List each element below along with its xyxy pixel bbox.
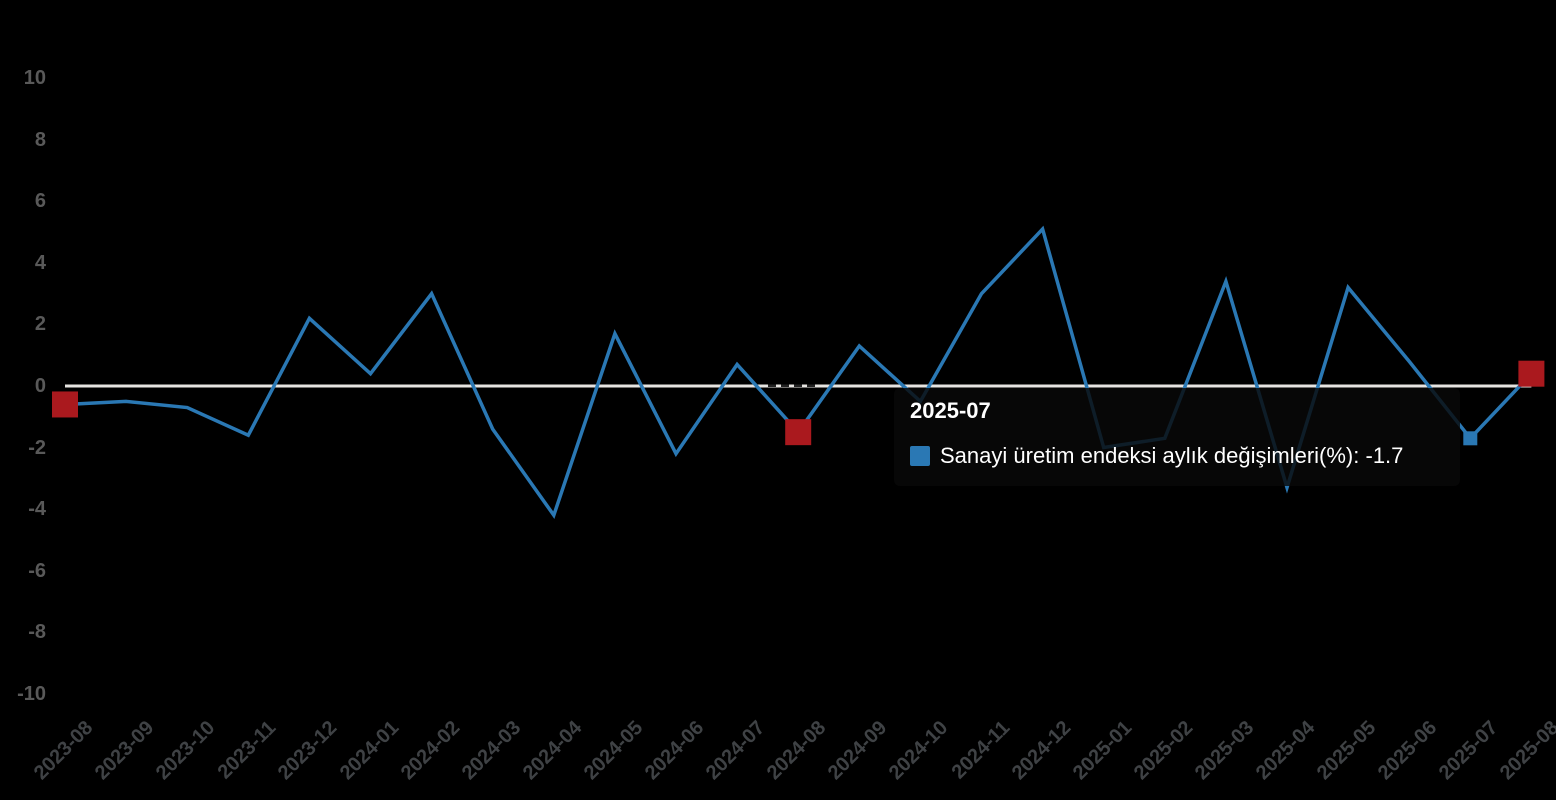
red-point-marker-2025-08[interactable] [1518, 360, 1545, 387]
tooltip-series-text: Sanayi üretim endeksi aylık değişimleri(… [940, 443, 1404, 468]
y-axis-label: -6 [28, 559, 46, 582]
y-axis-label: -4 [28, 498, 46, 521]
y-axis-label: 2 [34, 313, 46, 336]
series-swatch-icon [910, 446, 930, 466]
tooltip: 2025-07 Sanayi üretim endeksi aylık deği… [894, 388, 1460, 486]
red-point-marker-2024-08[interactable] [785, 419, 812, 446]
y-axis-label: -2 [28, 436, 46, 459]
tooltip-title: 2025-07 [910, 398, 991, 423]
tooltip-series-row: Sanayi üretim endeksi aylık değişimleri(… [910, 444, 1444, 468]
hovered-point-marker[interactable] [1463, 431, 1478, 446]
y-axis-label: 10 [23, 67, 46, 90]
y-axis-label: -10 [17, 682, 46, 705]
red-point-marker-2023-08[interactable] [52, 391, 78, 418]
y-axis-label: 0 [34, 375, 46, 397]
y-axis-label: 8 [34, 128, 46, 151]
y-axis-label: 6 [34, 190, 46, 213]
y-axis-label: 4 [34, 251, 46, 274]
y-axis-label: -8 [28, 621, 46, 644]
